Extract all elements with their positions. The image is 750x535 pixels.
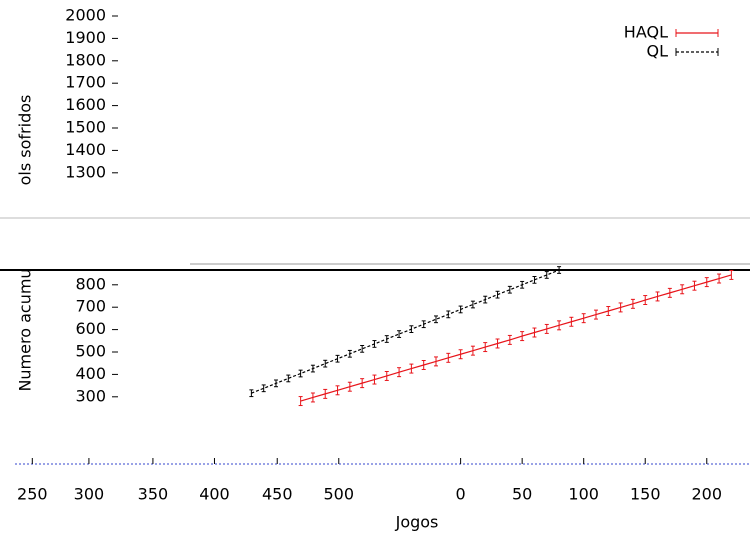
error-bar xyxy=(618,302,623,313)
error-bar xyxy=(606,306,611,316)
error-bar xyxy=(557,320,562,331)
error-bar xyxy=(581,313,586,324)
error-bar xyxy=(421,320,426,329)
y-tick-label: 500 xyxy=(75,342,106,361)
x-tick-label: 450 xyxy=(262,485,293,504)
y-tick-label: 700 xyxy=(75,297,106,316)
legend-label: QL xyxy=(646,42,668,61)
y-tick-label: 300 xyxy=(75,386,106,405)
error-bar xyxy=(594,309,598,320)
x-tick-label: 200 xyxy=(691,485,722,504)
series-line xyxy=(300,274,732,402)
y-tick-label: 1400 xyxy=(65,140,106,159)
error-bar xyxy=(483,295,488,304)
y-tick-label: 1600 xyxy=(65,95,106,114)
error-bar xyxy=(532,276,537,284)
error-bar xyxy=(717,273,722,284)
legend-label: HAQL xyxy=(624,23,668,42)
error-bar xyxy=(495,290,500,299)
error-bar xyxy=(507,285,512,294)
error-bar xyxy=(409,363,414,374)
x-tick-label: 50 xyxy=(512,485,532,504)
error-bar xyxy=(692,280,697,291)
error-bar xyxy=(310,392,315,403)
error-bar xyxy=(274,379,278,388)
y-tick-label: 1900 xyxy=(65,28,106,47)
error-bar xyxy=(520,331,525,342)
error-bar xyxy=(532,327,537,338)
error-bar xyxy=(495,338,500,349)
error-bar xyxy=(446,310,451,319)
error-bar xyxy=(372,374,377,385)
error-bar xyxy=(298,396,303,407)
series-line xyxy=(251,269,560,394)
y-axis-label: ols sofridos xyxy=(16,95,35,186)
error-bar xyxy=(630,298,635,309)
y-tick-label: 1300 xyxy=(65,162,106,181)
error-bar xyxy=(446,352,451,363)
error-bar xyxy=(323,359,328,368)
error-bar xyxy=(384,370,389,381)
error-bar xyxy=(384,335,389,343)
error-bar xyxy=(458,349,463,360)
error-bar xyxy=(544,323,549,334)
x-tick-label: 300 xyxy=(74,485,105,504)
error-bar xyxy=(434,356,438,367)
x-axis-label: Jogos xyxy=(395,513,439,532)
error-bar xyxy=(507,334,512,345)
error-bar xyxy=(421,360,426,370)
error-bar xyxy=(347,349,352,358)
x-tick-label: 350 xyxy=(138,485,169,504)
error-bar xyxy=(397,367,402,378)
error-bar xyxy=(520,280,525,289)
error-bar xyxy=(298,369,303,378)
error-bar xyxy=(286,374,291,383)
x-tick-label: 250 xyxy=(17,485,48,504)
error-bar xyxy=(261,384,266,393)
x-tick-label: 400 xyxy=(199,485,230,504)
y-tick-label: 800 xyxy=(75,274,106,293)
error-bar xyxy=(397,330,402,338)
x-tick-label: 0 xyxy=(456,485,466,504)
y-tick-label: 2000 xyxy=(65,6,106,25)
error-bar xyxy=(360,378,365,389)
error-bar xyxy=(360,345,365,353)
error-bar xyxy=(347,381,352,392)
error-bar xyxy=(729,269,734,280)
error-bar xyxy=(655,291,660,302)
error-bar xyxy=(434,315,438,324)
error-bar xyxy=(249,389,254,398)
error-bar xyxy=(409,325,414,334)
y-tick-label: 1800 xyxy=(65,50,106,69)
error-bar xyxy=(323,388,328,399)
error-bar xyxy=(667,287,672,298)
error-bar xyxy=(544,271,549,279)
error-bar xyxy=(470,300,475,309)
error-bar xyxy=(704,277,709,288)
error-bar xyxy=(680,284,685,295)
y-tick-label: 600 xyxy=(75,319,106,338)
error-bar xyxy=(458,305,463,314)
y-tick-label: 1700 xyxy=(65,73,106,92)
error-bar xyxy=(483,342,488,353)
plot-area xyxy=(249,266,734,407)
error-bar xyxy=(335,354,340,363)
x-tick-label: 150 xyxy=(630,485,661,504)
error-bar xyxy=(372,340,377,348)
y-axis-label: Numero acumu xyxy=(16,268,35,391)
y-tick-label: 400 xyxy=(75,364,106,383)
error-bar xyxy=(470,345,475,356)
y-tick-label: 1500 xyxy=(65,118,106,137)
error-bar xyxy=(310,364,315,373)
error-bar xyxy=(335,385,340,396)
x-tick-label: 500 xyxy=(323,485,354,504)
error-bar xyxy=(569,316,574,327)
error-bar xyxy=(643,295,648,306)
error-bar xyxy=(557,266,562,274)
x-tick-label: 100 xyxy=(568,485,599,504)
